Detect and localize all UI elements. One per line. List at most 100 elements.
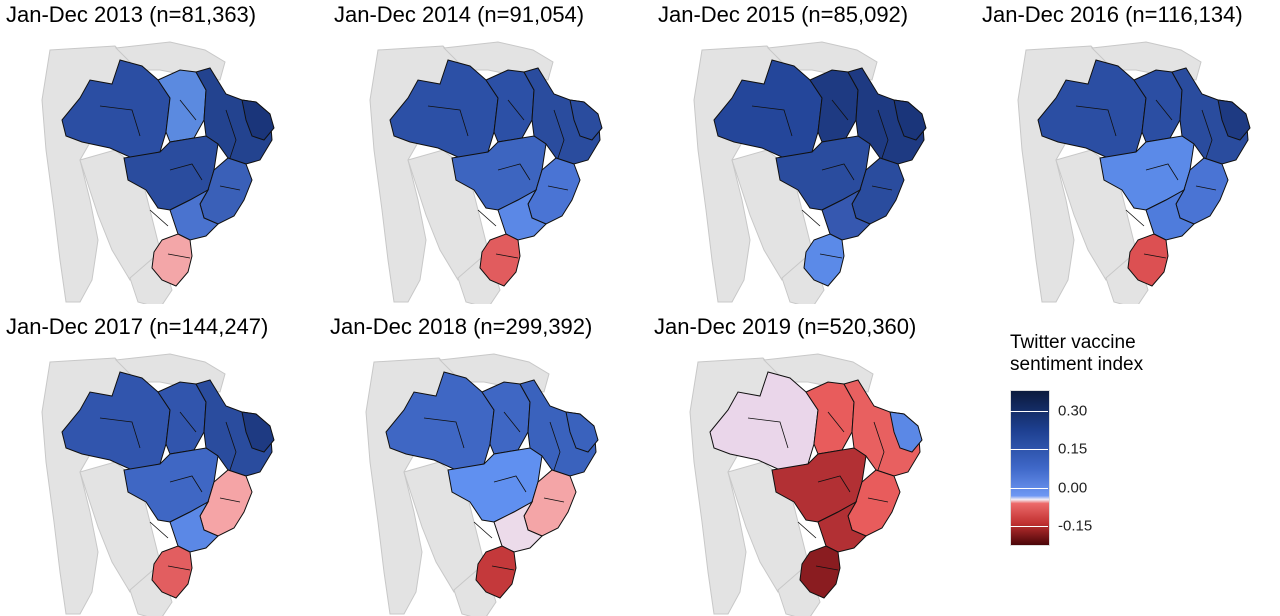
region-south: [1127, 233, 1169, 287]
legend-tick-label: -0.15: [1058, 517, 1093, 535]
region-south: [803, 233, 845, 287]
region-northcentral: [809, 69, 859, 143]
state-border: [831, 99, 849, 121]
panel-title: Jan-Dec 2014 (n=91,054): [334, 2, 585, 27]
region-northcentral: [1133, 69, 1183, 143]
region-south: [151, 233, 193, 287]
state-border: [873, 421, 885, 471]
state-border: [819, 253, 843, 259]
state-border: [169, 475, 203, 493]
state-border: [553, 109, 565, 159]
legend-tick-mark: [1010, 487, 1048, 489]
region-south: [799, 545, 841, 599]
state-border: [867, 497, 889, 503]
region-ne_tip: [241, 99, 275, 141]
brazil-map: [365, 353, 599, 616]
panel-title: Jan-Dec 2013 (n=81,363): [6, 2, 257, 27]
region-northeast: [195, 379, 273, 477]
panel-title: Jan-Dec 2015 (n=85,092): [658, 2, 909, 27]
legend-title-line2: sentiment index: [1010, 354, 1144, 375]
state-border: [543, 497, 565, 503]
region-ne_tip: [1217, 99, 1251, 141]
state-border: [99, 417, 141, 449]
state-border: [1201, 109, 1213, 159]
color-legend: Twitter vaccine sentiment index 0.30 0.15…: [1010, 332, 1210, 562]
state-border: [497, 163, 531, 181]
map-panel-2014: Jan-Dec 2014 (n=91,054): [334, 0, 634, 304]
state-border: [149, 209, 169, 227]
region-ne_tip: [893, 99, 927, 141]
state-border: [751, 105, 793, 137]
brazil-map: [41, 41, 275, 304]
region-ne_tip: [889, 411, 923, 453]
region-south: [475, 545, 517, 599]
legend-tick-mark: [1010, 410, 1048, 412]
region-northeast: [519, 379, 597, 477]
map-panel-2018: Jan-Dec 2018 (n=299,392): [330, 312, 630, 616]
state-border: [225, 421, 237, 471]
panel-title: Jan-Dec 2017 (n=144,247): [6, 314, 269, 339]
brazil-map: [689, 353, 923, 616]
state-border: [503, 411, 521, 433]
state-border: [871, 185, 893, 191]
map-panel-2017: Jan-Dec 2017 (n=144,247): [6, 312, 306, 616]
brazil-map: [693, 41, 927, 304]
legend-tick-label: 0.15: [1058, 440, 1088, 458]
state-border: [1143, 253, 1167, 259]
state-border: [167, 565, 191, 571]
brazil-map: [41, 353, 275, 616]
state-border: [169, 163, 203, 181]
state-border: [797, 521, 817, 539]
state-border: [801, 209, 821, 227]
state-border: [179, 411, 197, 433]
state-border: [427, 105, 469, 137]
state-border: [473, 521, 493, 539]
region-northeast: [195, 67, 273, 165]
state-border: [549, 421, 561, 471]
region-ne_tip: [241, 411, 275, 453]
state-border: [877, 109, 889, 159]
legend-tick-label: 0.00: [1058, 479, 1088, 497]
state-border: [149, 521, 169, 539]
state-border: [817, 475, 851, 493]
legend-tick-label: 0.30: [1058, 402, 1088, 420]
state-border: [495, 253, 519, 259]
legend-title-line1: Twitter vaccine: [1010, 332, 1136, 353]
state-border: [491, 565, 515, 571]
map-panel-2013: Jan-Dec 2013 (n=81,363): [6, 0, 306, 304]
state-border: [423, 417, 465, 449]
region-northcentral: [481, 381, 531, 455]
state-border: [747, 417, 789, 449]
state-border: [493, 475, 527, 493]
panel-title: Jan-Dec 2016 (n=116,134): [982, 2, 1243, 27]
map-panel-2019: Jan-Dec 2019 (n=520,360): [654, 312, 954, 616]
region-northcentral: [485, 69, 535, 143]
legend-tick-mark: [1010, 449, 1048, 451]
legend-color-bar: [1010, 390, 1050, 546]
state-border: [219, 497, 241, 503]
brazil-map: [1017, 41, 1251, 304]
state-border: [547, 185, 569, 191]
region-northeast: [843, 379, 921, 477]
region-ne_tip: [569, 99, 603, 141]
region-south: [479, 233, 521, 287]
state-border: [179, 99, 197, 121]
panel-title: Jan-Dec 2019 (n=520,360): [654, 314, 917, 339]
state-border: [507, 99, 525, 121]
region-south: [151, 545, 193, 599]
state-border: [99, 105, 141, 137]
brazil-map: [369, 41, 603, 304]
state-border: [219, 185, 241, 191]
state-border: [827, 411, 845, 433]
region-ne_tip: [565, 411, 599, 453]
region-northcentral: [805, 381, 855, 455]
state-border: [167, 253, 191, 259]
state-border: [1195, 185, 1217, 191]
state-border: [1155, 99, 1173, 121]
state-border: [1075, 105, 1117, 137]
state-border: [225, 109, 237, 159]
state-border: [815, 565, 839, 571]
state-border: [1145, 163, 1179, 181]
region-northcentral: [157, 381, 207, 455]
legend-tick-mark: [1010, 526, 1048, 528]
